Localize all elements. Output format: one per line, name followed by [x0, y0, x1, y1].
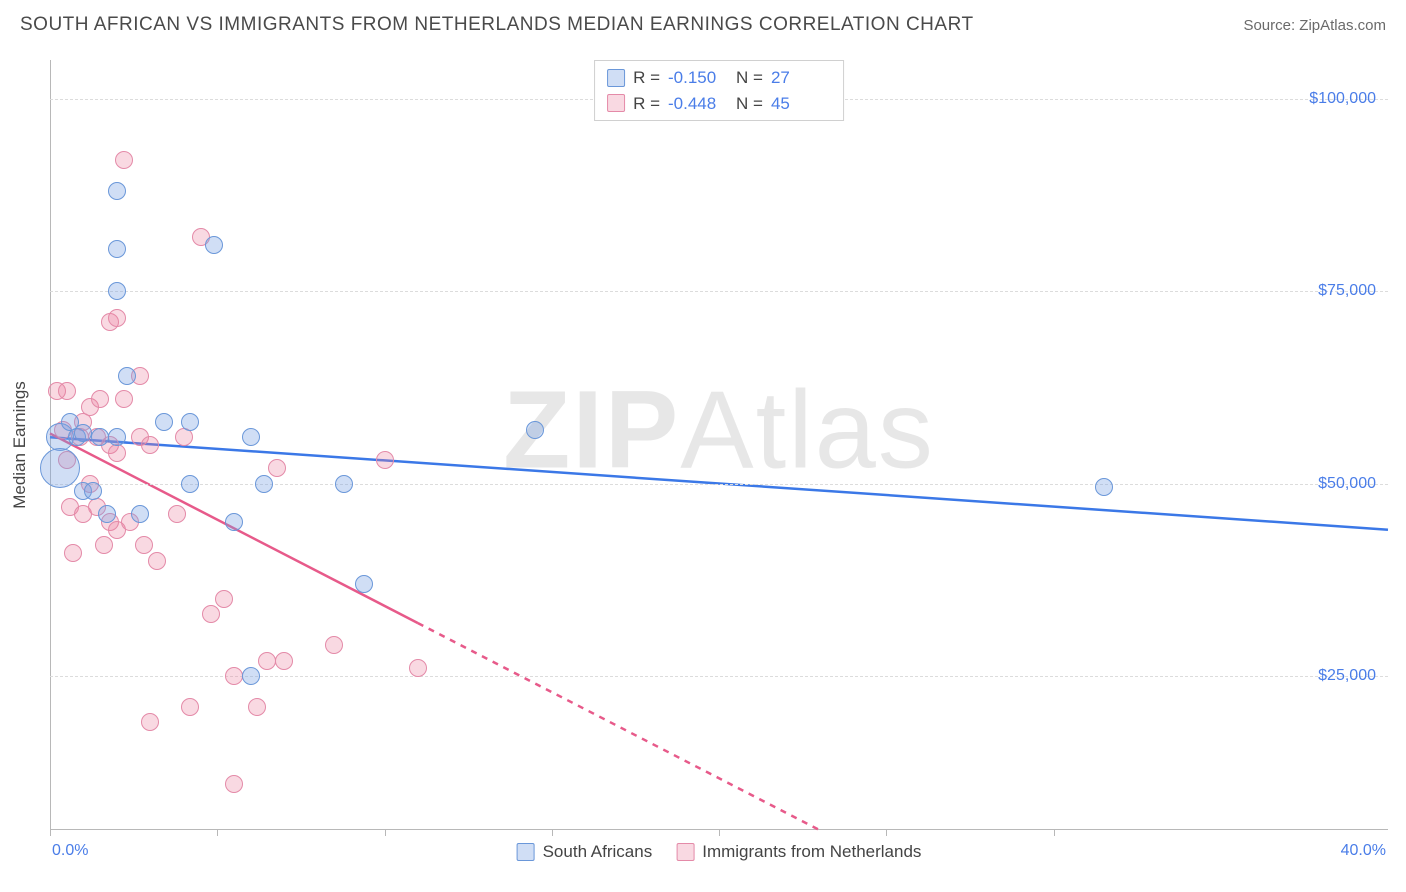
x-axis-max-label: 40.0%	[1341, 842, 1386, 860]
x-tick	[552, 830, 553, 836]
scatter-point	[115, 390, 133, 408]
r-label: R =	[633, 65, 660, 91]
scatter-point	[526, 421, 544, 439]
legend-label-a: South Africans	[543, 842, 653, 862]
y-tick-label: $75,000	[1318, 282, 1376, 300]
scatter-point	[255, 475, 273, 493]
scatter-point	[40, 448, 80, 488]
legend: South Africans Immigrants from Netherlan…	[517, 842, 922, 862]
scatter-point	[98, 505, 116, 523]
scatter-point	[275, 652, 293, 670]
y-tick-label: $50,000	[1318, 475, 1376, 493]
scatter-point	[181, 475, 199, 493]
scatter-point	[409, 659, 427, 677]
scatter-point	[141, 713, 159, 731]
n-value-a: 27	[771, 65, 831, 91]
scatter-point	[108, 240, 126, 258]
n-label: N =	[736, 65, 763, 91]
scatter-point	[1095, 478, 1113, 496]
scatter-point	[64, 544, 82, 562]
trend-line	[418, 623, 819, 830]
scatter-point	[268, 459, 286, 477]
x-tick	[886, 830, 887, 836]
scatter-point	[242, 428, 260, 446]
x-tick	[719, 830, 720, 836]
scatter-point	[141, 436, 159, 454]
x-tick	[385, 830, 386, 836]
swatch-series-a	[607, 69, 625, 87]
x-tick	[50, 830, 51, 836]
x-tick	[217, 830, 218, 836]
r-value-a: -0.150	[668, 65, 728, 91]
y-axis-title: Median Earnings	[10, 381, 30, 509]
scatter-point	[135, 536, 153, 554]
source-attribution: Source: ZipAtlas.com	[1243, 17, 1386, 34]
legend-label-b: Immigrants from Netherlands	[702, 842, 921, 862]
scatter-point	[225, 513, 243, 531]
scatter-point	[175, 428, 193, 446]
scatter-point	[248, 698, 266, 716]
scatter-point	[108, 444, 126, 462]
scatter-point	[131, 505, 149, 523]
scatter-point	[335, 475, 353, 493]
chart-area: ZIPAtlas $25,000$50,000$75,000$100,000 M…	[50, 60, 1388, 830]
r-value-b: -0.448	[668, 91, 728, 117]
scatter-point	[225, 667, 243, 685]
gridline	[50, 484, 1388, 485]
scatter-point	[258, 652, 276, 670]
scatter-point	[108, 428, 126, 446]
scatter-point	[168, 505, 186, 523]
scatter-point	[148, 552, 166, 570]
legend-item-b: Immigrants from Netherlands	[676, 842, 921, 862]
scatter-point	[215, 590, 233, 608]
x-tick	[1054, 830, 1055, 836]
scatter-point	[91, 428, 109, 446]
scatter-point	[95, 536, 113, 554]
scatter-point	[84, 482, 102, 500]
scatter-point	[115, 151, 133, 169]
scatter-point	[108, 309, 126, 327]
gridline	[50, 291, 1388, 292]
scatter-point	[202, 605, 220, 623]
chart-header: SOUTH AFRICAN VS IMMIGRANTS FROM NETHERL…	[0, 0, 1406, 42]
y-tick-label: $100,000	[1309, 90, 1376, 108]
swatch-series-b	[676, 843, 694, 861]
scatter-point	[108, 182, 126, 200]
scatter-point	[205, 236, 223, 254]
n-value-b: 45	[771, 91, 831, 117]
scatter-point	[155, 413, 173, 431]
stats-row-series-b: R = -0.448 N = 45	[607, 91, 831, 117]
scatter-point	[355, 575, 373, 593]
stats-row-series-a: R = -0.150 N = 27	[607, 65, 831, 91]
chart-title: SOUTH AFRICAN VS IMMIGRANTS FROM NETHERL…	[20, 14, 974, 36]
scatter-point	[118, 367, 136, 385]
y-tick-label: $25,000	[1318, 667, 1376, 685]
legend-item-a: South Africans	[517, 842, 653, 862]
swatch-series-a	[517, 843, 535, 861]
r-label: R =	[633, 91, 660, 117]
scatter-point	[108, 282, 126, 300]
scatter-point	[181, 413, 199, 431]
scatter-point	[225, 775, 243, 793]
correlation-stats-box: R = -0.150 N = 27 R = -0.448 N = 45	[594, 60, 844, 121]
scatter-point	[325, 636, 343, 654]
x-axis-min-label: 0.0%	[52, 842, 88, 860]
scatter-point	[91, 390, 109, 408]
scatter-point	[242, 667, 260, 685]
swatch-series-b	[607, 94, 625, 112]
scatter-point	[181, 698, 199, 716]
scatter-point	[74, 424, 92, 442]
plot-area: ZIPAtlas $25,000$50,000$75,000$100,000	[50, 60, 1388, 830]
scatter-point	[376, 451, 394, 469]
scatter-point	[58, 382, 76, 400]
n-label: N =	[736, 91, 763, 117]
